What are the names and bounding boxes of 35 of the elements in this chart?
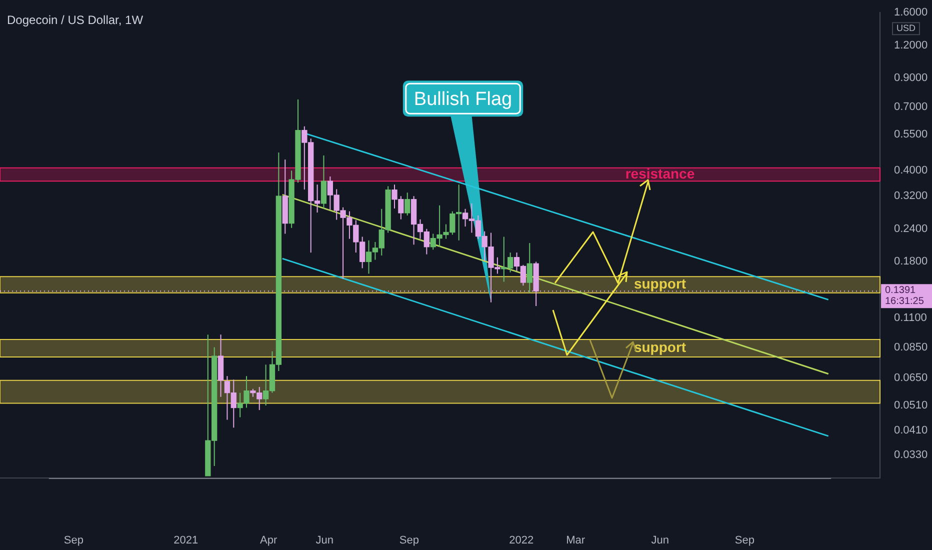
x-tick-label: Jun — [651, 534, 670, 547]
x-tick-label: Sep — [399, 534, 419, 547]
band-label: support — [634, 339, 686, 356]
band-label: resistance — [625, 165, 695, 182]
x-tick-label: 2022 — [509, 534, 534, 547]
y-tick-label: 1.2000 — [894, 39, 928, 52]
x-tick-label: Apr — [260, 534, 278, 547]
y-tick-label: 0.0330 — [894, 449, 928, 462]
y-tick-label: 0.1100 — [894, 312, 927, 324]
candlestick — [404, 192, 410, 216]
y-tick-label: 0.0510 — [894, 400, 928, 412]
annotation: Bullish Flag — [414, 88, 512, 110]
x-tick-label: Mar — [566, 534, 586, 547]
y-tick-label: 0.3200 — [894, 190, 928, 202]
x-tick-label: Sep — [64, 534, 84, 547]
y-tick-label: 0.5500 — [894, 128, 928, 140]
candlestick — [320, 154, 327, 210]
x-tick-label: Sep — [734, 534, 754, 547]
y-tick-label: 0.0650 — [894, 372, 928, 384]
y-tick-label: 0.9000 — [894, 72, 928, 84]
y-tick-label: 0.0850 — [894, 341, 928, 354]
y-tick-label: 0.0410 — [894, 424, 928, 436]
x-tick-label: 2021 — [174, 534, 198, 547]
ref-line-label: 0.1391 — [885, 284, 916, 296]
y-tick-label: 1.6000 — [894, 6, 928, 19]
y-tick-label: 0.7000 — [894, 100, 928, 113]
candlestick — [526, 242, 532, 294]
x-tick-label: Jun — [316, 534, 334, 547]
y-tick-label: 0.4000 — [894, 164, 928, 177]
y-tick-label: 0.2400 — [894, 222, 928, 235]
text: 16:31:25 — [885, 296, 924, 307]
band-label: support — [634, 276, 686, 292]
y-axis-title: USD — [896, 23, 916, 34]
chart-title: Dogecoin / US Dollar, 1W — [7, 12, 144, 27]
y-tick-label: 0.1800 — [894, 256, 928, 268]
